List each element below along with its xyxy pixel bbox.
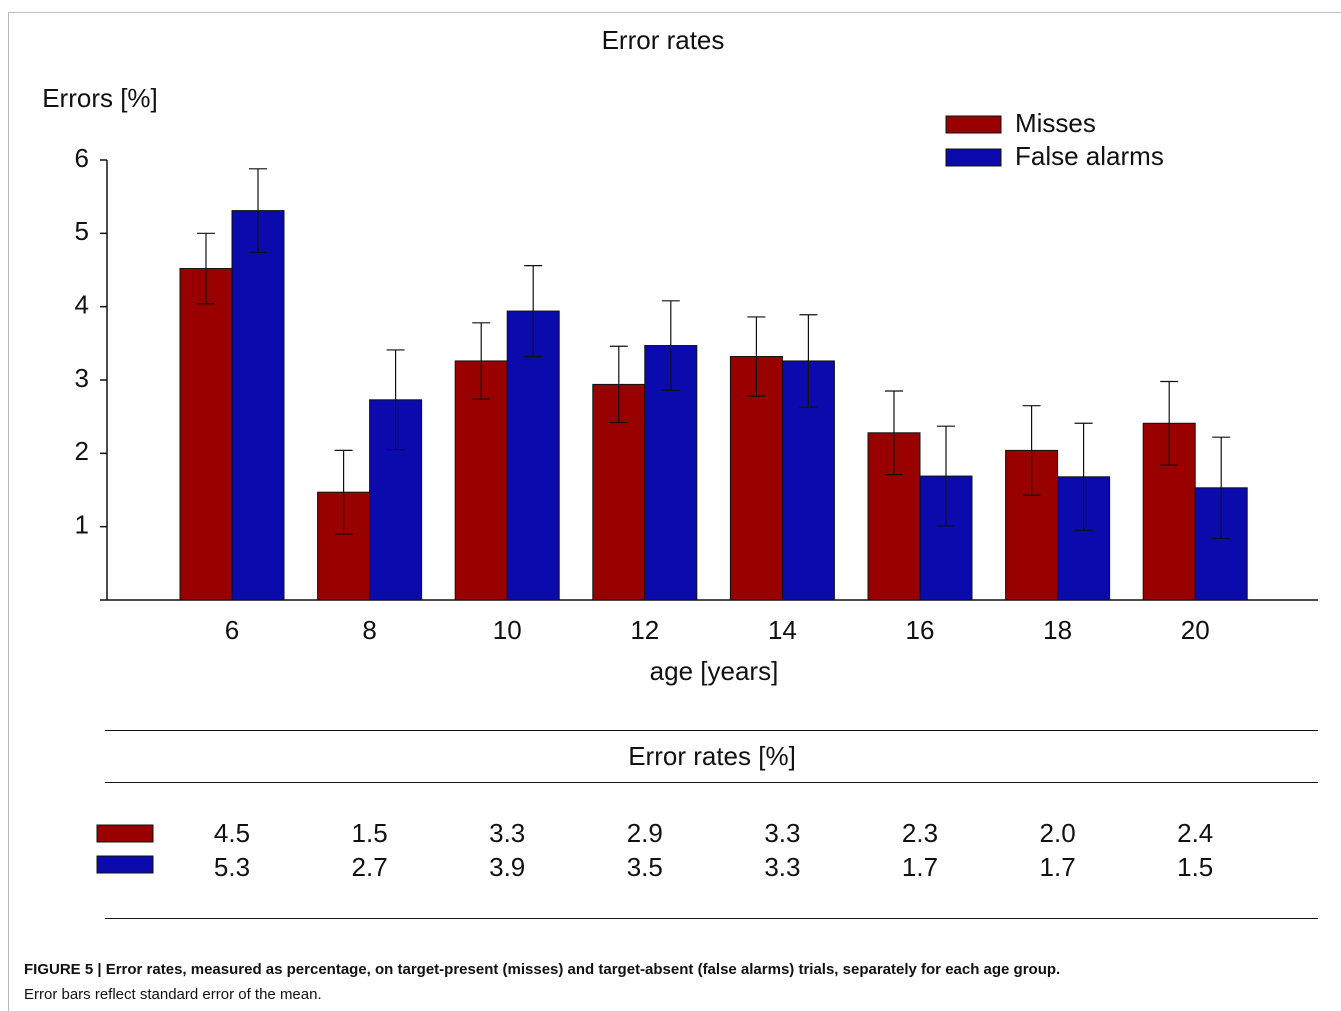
x-tick-label: 6 xyxy=(225,615,239,645)
table-value: 3.3 xyxy=(764,852,800,882)
chart-title: Error rates xyxy=(602,25,725,55)
bar xyxy=(179,268,233,601)
x-tick-label: 20 xyxy=(1181,615,1210,645)
y-axis-label: Errors [%] xyxy=(42,83,158,113)
legend-label: False alarms xyxy=(1015,141,1164,171)
table-swatch xyxy=(96,855,154,874)
legend-label: Misses xyxy=(1015,108,1096,138)
table-value: 1.7 xyxy=(902,852,938,882)
x-axis-label: age [years] xyxy=(650,656,779,686)
legend-swatch xyxy=(945,115,1002,134)
y-tick-label: 5 xyxy=(75,216,89,246)
table-value: 2.0 xyxy=(1040,818,1076,848)
bar xyxy=(506,310,560,601)
table-value: 3.3 xyxy=(489,818,525,848)
table-value: 3.3 xyxy=(764,818,800,848)
table-value: 2.9 xyxy=(627,818,663,848)
table-value: 2.4 xyxy=(1177,818,1213,848)
bar xyxy=(231,210,285,601)
legend-swatch xyxy=(945,148,1002,167)
table-value: 1.5 xyxy=(352,818,388,848)
y-tick-label: 3 xyxy=(75,363,89,393)
x-tick-label: 10 xyxy=(493,615,522,645)
x-tick-label: 18 xyxy=(1043,615,1072,645)
table-value: 1.5 xyxy=(1177,852,1213,882)
x-tick-label: 12 xyxy=(630,615,659,645)
table-swatch xyxy=(96,824,154,843)
table-value: 1.7 xyxy=(1040,852,1076,882)
table-title: Error rates [%] xyxy=(628,741,796,771)
bar xyxy=(729,356,783,601)
table-value: 2.3 xyxy=(902,818,938,848)
x-tick-label: 8 xyxy=(362,615,376,645)
frame xyxy=(8,12,1341,1011)
table-value: 5.3 xyxy=(214,852,250,882)
bar xyxy=(1057,476,1111,601)
x-tick-label: 14 xyxy=(768,615,797,645)
y-tick-label: 2 xyxy=(75,436,89,466)
table-value: 4.5 xyxy=(214,818,250,848)
table-value: 3.9 xyxy=(489,852,525,882)
table-value: 3.5 xyxy=(627,852,663,882)
table-value: 2.7 xyxy=(352,852,388,882)
y-tick-label: 6 xyxy=(75,143,89,173)
y-tick-label: 4 xyxy=(75,290,89,320)
x-tick-label: 16 xyxy=(906,615,935,645)
caption-heading: FIGURE 5 | Error rates, measured as perc… xyxy=(24,961,1060,978)
caption-text: Error bars reflect standard error of the… xyxy=(24,986,322,1003)
y-tick-label: 1 xyxy=(75,510,89,540)
